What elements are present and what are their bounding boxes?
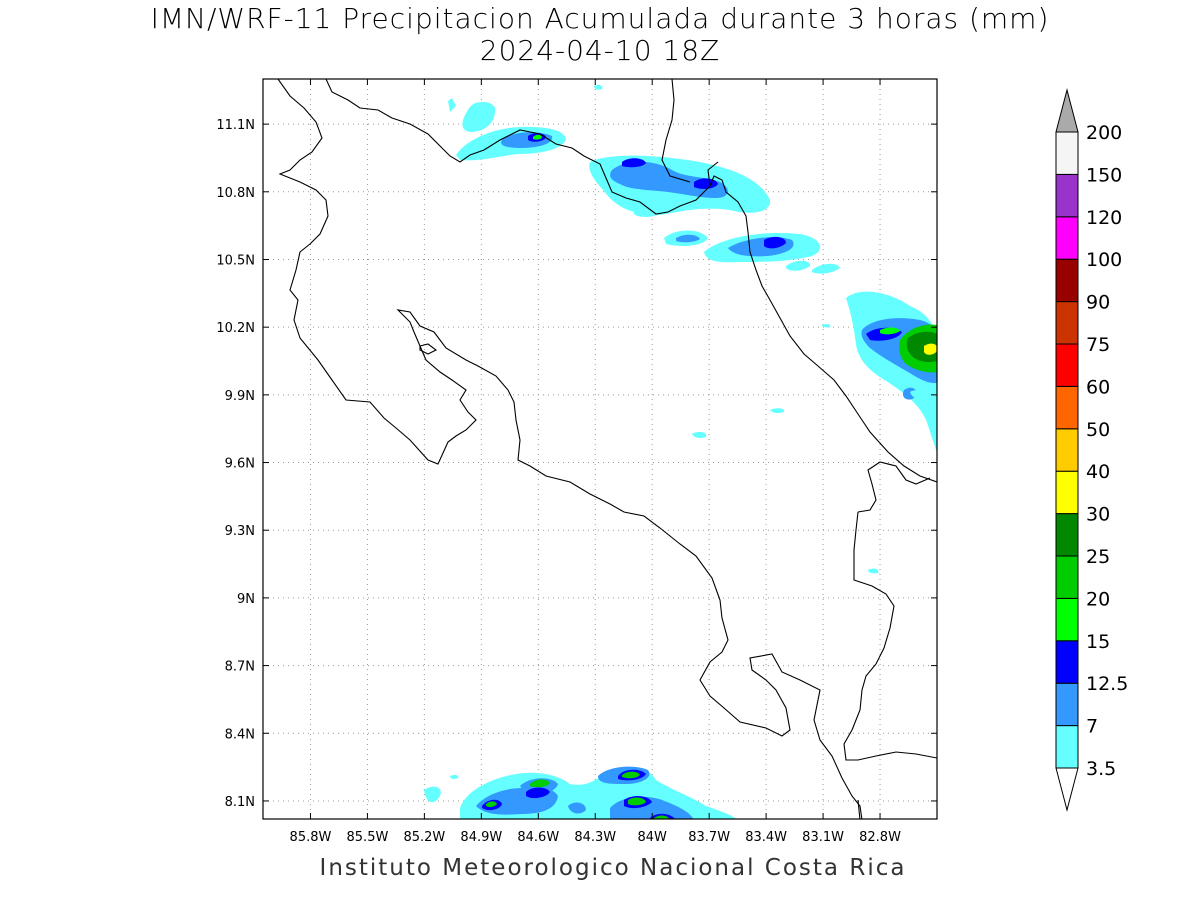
lon-tick-label: 83.7W [688, 830, 730, 845]
colorbar-over-arrow [1055, 88, 1079, 133]
colorbar-label: 75 [1086, 334, 1110, 356]
colorbar-label: 3.5 [1086, 758, 1116, 780]
colorbar-swatch [1055, 343, 1079, 387]
colorbar: 3.5 7 12.5 15 20 25 30 40 50 60 75 90 100 120 150 200 [1055, 88, 1128, 812]
lat-tick-label: 9.3N [225, 524, 255, 539]
precip-cell [676, 234, 700, 243]
precip-cell [634, 207, 658, 217]
colorbar-swatch [1055, 725, 1079, 769]
colorbar-swatch [1055, 258, 1079, 303]
colorbar-swatch [1055, 640, 1079, 684]
colorbar-swatch [1055, 385, 1079, 430]
plot-background [263, 79, 937, 819]
colorbar-swatch [1055, 216, 1079, 260]
colorbar-swatch [1055, 513, 1079, 557]
colorbar-label: 30 [1086, 504, 1110, 526]
precip-cell [622, 158, 646, 168]
colorbar-label: 60 [1086, 376, 1110, 398]
precip-cell [924, 343, 937, 355]
precip-cell [770, 408, 785, 414]
precip-cell [448, 98, 456, 112]
colorbar-label: 50 [1086, 419, 1110, 441]
coastlines-borders [277, 79, 937, 819]
precip-cell [812, 263, 840, 274]
precip-cell [530, 779, 550, 788]
lat-tick-label: 8.4N [225, 727, 255, 742]
colorbar-label: 20 [1086, 588, 1110, 610]
colorbar-swatch [1055, 682, 1079, 727]
precip-cell [594, 85, 603, 90]
lat-tick-label: 9.9N [225, 389, 255, 404]
colorbar-swatch [1055, 301, 1079, 345]
plot-frame [262, 78, 938, 820]
colorbar-swatch [1055, 555, 1079, 599]
precip-cell [868, 568, 879, 574]
colorbar-label: 15 [1086, 631, 1110, 653]
precip-cell [450, 774, 459, 780]
precip-cell [526, 787, 550, 799]
precip-cell [486, 801, 497, 808]
lat-tick-label: 9N [237, 592, 255, 607]
footer-credit: Instituto Meteorologico Nacional Costa R… [319, 855, 907, 881]
colorbar-swatch [1055, 173, 1079, 218]
lon-tick-label: 83.4W [745, 830, 787, 845]
colorbar-swatch [1055, 597, 1079, 642]
precip-cell [910, 390, 925, 399]
colorbar-swatch [1055, 428, 1079, 472]
colorbar-swatch [1055, 131, 1079, 175]
colorbar-label: 100 [1086, 249, 1122, 271]
precip-cell [692, 431, 707, 438]
lon-tick-label: 85.2W [403, 830, 445, 845]
precip-cell [610, 161, 728, 198]
lat-tick-label: 10.5N [216, 253, 255, 268]
precip-cell [880, 327, 900, 335]
precip-cell [902, 387, 917, 400]
lon-tick-label: 84W [638, 830, 668, 845]
precip-cell [424, 786, 441, 803]
lon-tick-label: 85.8W [290, 830, 332, 845]
colorbar-label: 90 [1086, 292, 1110, 314]
colorbar-label: 200 [1086, 122, 1122, 144]
precip-cell [786, 260, 811, 271]
colorbar-under-arrow [1055, 767, 1079, 812]
precip-cell [462, 101, 496, 132]
lon-tick-label: 84.3W [574, 830, 616, 845]
colorbar-label: 7 [1086, 716, 1098, 738]
colorbar-label: 40 [1086, 461, 1110, 483]
precip-cell [622, 771, 640, 779]
precip-cell [654, 815, 670, 819]
map-title: IMN/WRF-11 Precipitacion Acumulada duran… [150, 2, 1050, 35]
lat-tick-label: 10.8N [216, 186, 255, 201]
lon-tick-label: 84.6W [517, 830, 559, 845]
precip-cell [628, 797, 646, 806]
lat-tick-label: 9.6N [225, 457, 255, 472]
precip-cell [568, 802, 586, 814]
precip-cell [822, 323, 831, 328]
lat-tick-label: 8.7N [225, 660, 255, 675]
lat-tick-label: 11.1N [216, 118, 255, 133]
lon-tick-label: 85.5W [347, 830, 389, 845]
lat-tick-label: 10.2N [216, 321, 255, 336]
map-subtitle: 2024-04-10 18Z [479, 34, 721, 67]
lat-tick-label: 8.1N [225, 795, 255, 810]
axis-ticks: 85.8W 85.5W 85.2W 84.9W 84.6W 84.3W 84W 83.7W 83… [216, 79, 937, 845]
colorbar-label: 12.5 [1086, 673, 1128, 695]
colorbar-label: 25 [1086, 546, 1110, 568]
lon-tick-label: 82.8W [859, 830, 901, 845]
colorbar-label: 120 [1086, 207, 1122, 229]
precip-cell [764, 236, 786, 249]
grid-lines [263, 79, 937, 819]
lon-tick-label: 84.9W [460, 830, 502, 845]
precip-cell [533, 134, 542, 140]
colorbar-label: 150 [1086, 164, 1122, 186]
colorbar-swatch [1055, 470, 1079, 515]
lon-tick-label: 83.1W [802, 830, 844, 845]
